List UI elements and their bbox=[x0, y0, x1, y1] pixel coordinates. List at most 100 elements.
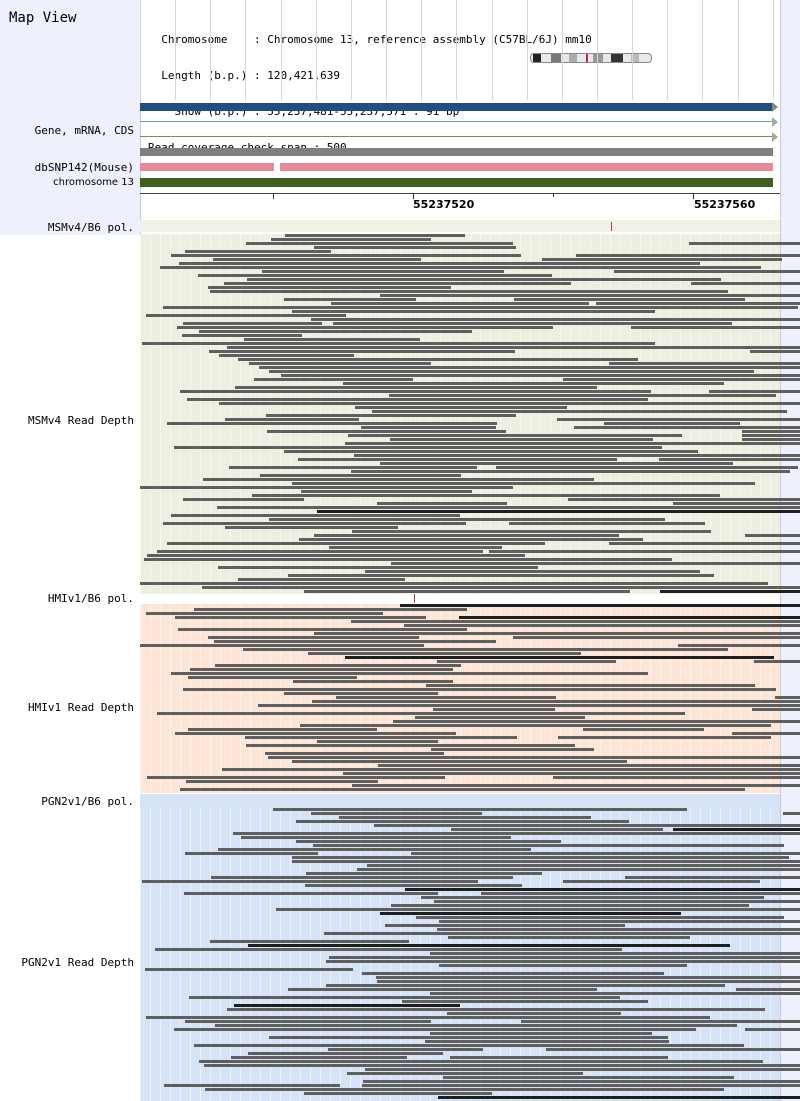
panel-grid-line bbox=[750, 604, 751, 793]
msmv4-read-depth-panel[interactable] bbox=[140, 234, 800, 596]
grid-line bbox=[653, 0, 654, 100]
read-row bbox=[583, 728, 704, 731]
read-row bbox=[296, 820, 629, 823]
read-row bbox=[576, 254, 800, 257]
read-row bbox=[691, 282, 800, 285]
panel-grid-line bbox=[590, 234, 591, 596]
panel-grid-line bbox=[640, 234, 641, 596]
panel-grid-line bbox=[260, 234, 261, 596]
pgn2v1-pol-track[interactable] bbox=[140, 794, 780, 808]
read-row bbox=[268, 756, 800, 759]
read-row bbox=[292, 860, 800, 863]
read-row bbox=[293, 680, 453, 683]
grid-line bbox=[147, 0, 148, 100]
read-row bbox=[678, 644, 800, 647]
gene-track-label: Gene, mRNA, CDS bbox=[34, 124, 134, 137]
panel-grid-line bbox=[170, 808, 171, 1101]
panel-grid-line bbox=[710, 234, 711, 596]
grid-line bbox=[716, 0, 717, 100]
read-row bbox=[259, 366, 800, 369]
read-row bbox=[284, 692, 438, 695]
read-row bbox=[742, 430, 800, 433]
read-row bbox=[247, 278, 721, 281]
read-row bbox=[314, 534, 619, 537]
grid-line bbox=[709, 0, 710, 100]
grid-line bbox=[660, 0, 661, 100]
grid-line bbox=[442, 0, 443, 100]
grid-line bbox=[611, 0, 612, 100]
read-row bbox=[405, 888, 800, 891]
hmiv1-depth-label: HMIv1 Read Depth bbox=[28, 701, 134, 714]
read-row bbox=[625, 876, 800, 879]
grid-line bbox=[252, 0, 253, 100]
read-row bbox=[416, 916, 784, 919]
scale-tick bbox=[553, 193, 554, 197]
grid-line bbox=[590, 0, 591, 100]
gene-arrow-icon bbox=[772, 102, 778, 112]
hmiv1-read-depth-panel[interactable] bbox=[140, 604, 800, 793]
hmiv1-pol-track[interactable] bbox=[140, 594, 780, 604]
transcript-bar[interactable] bbox=[140, 148, 773, 156]
read-row bbox=[219, 402, 800, 405]
grid-line bbox=[203, 0, 204, 100]
grid-line bbox=[625, 0, 626, 100]
mrna-line[interactable] bbox=[140, 121, 773, 122]
grid-line bbox=[688, 0, 689, 100]
read-row bbox=[614, 270, 800, 273]
cds-line[interactable] bbox=[140, 136, 773, 137]
read-row bbox=[227, 1008, 765, 1011]
read-row bbox=[157, 712, 685, 715]
ideogram-band bbox=[631, 54, 639, 62]
grid-line bbox=[646, 0, 647, 100]
msmv4-pol-label: MSMv4/B6 pol. bbox=[47, 221, 134, 234]
read-row bbox=[660, 590, 800, 593]
grid-line bbox=[245, 0, 246, 100]
msmv4-snp-marker[interactable] bbox=[611, 222, 612, 231]
grid-line bbox=[358, 0, 359, 100]
panel-grid-line bbox=[160, 234, 161, 596]
read-row bbox=[174, 1028, 696, 1031]
ideogram-band bbox=[533, 54, 541, 62]
grid-line bbox=[674, 0, 675, 100]
chromosome-ideogram[interactable] bbox=[530, 53, 652, 63]
panel-grid-line bbox=[740, 234, 741, 596]
read-row bbox=[146, 1016, 710, 1019]
read-row bbox=[378, 764, 800, 767]
read-row bbox=[317, 740, 438, 743]
read-row bbox=[208, 636, 419, 639]
read-row bbox=[563, 378, 800, 381]
pgn2v1-read-depth-panel[interactable] bbox=[140, 808, 800, 1101]
ideogram-position-marker bbox=[586, 54, 588, 62]
read-row bbox=[433, 708, 555, 711]
read-row bbox=[450, 1056, 668, 1059]
read-row bbox=[190, 668, 453, 671]
msmv4-pol-track[interactable] bbox=[140, 220, 780, 232]
read-row bbox=[301, 490, 472, 493]
read-row bbox=[254, 378, 413, 381]
read-row bbox=[355, 406, 567, 409]
grid-line bbox=[407, 0, 408, 100]
panel-grid-line bbox=[750, 234, 751, 596]
read-row bbox=[288, 574, 714, 577]
read-row bbox=[227, 346, 800, 349]
read-row bbox=[183, 688, 776, 691]
grid-line bbox=[773, 0, 774, 100]
read-row bbox=[754, 660, 800, 663]
dbsnp-bar-left[interactable] bbox=[140, 163, 274, 171]
hmiv1-snp-marker[interactable] bbox=[414, 594, 415, 603]
panel-grid-line bbox=[410, 808, 411, 1101]
page-title: Map View bbox=[9, 10, 77, 26]
gene-bar[interactable] bbox=[140, 103, 773, 111]
read-row bbox=[186, 780, 378, 783]
panel-grid-line bbox=[170, 604, 171, 793]
grid-line bbox=[639, 0, 640, 100]
panel-grid-line bbox=[520, 234, 521, 596]
grid-line bbox=[499, 0, 500, 100]
read-row bbox=[163, 306, 798, 309]
read-row bbox=[411, 852, 800, 855]
panel-grid-line bbox=[610, 604, 611, 793]
grid-line bbox=[548, 0, 549, 100]
grid-line bbox=[210, 0, 211, 100]
chromosome-bar[interactable] bbox=[140, 178, 773, 187]
dbsnp-bar-right[interactable] bbox=[280, 163, 773, 171]
